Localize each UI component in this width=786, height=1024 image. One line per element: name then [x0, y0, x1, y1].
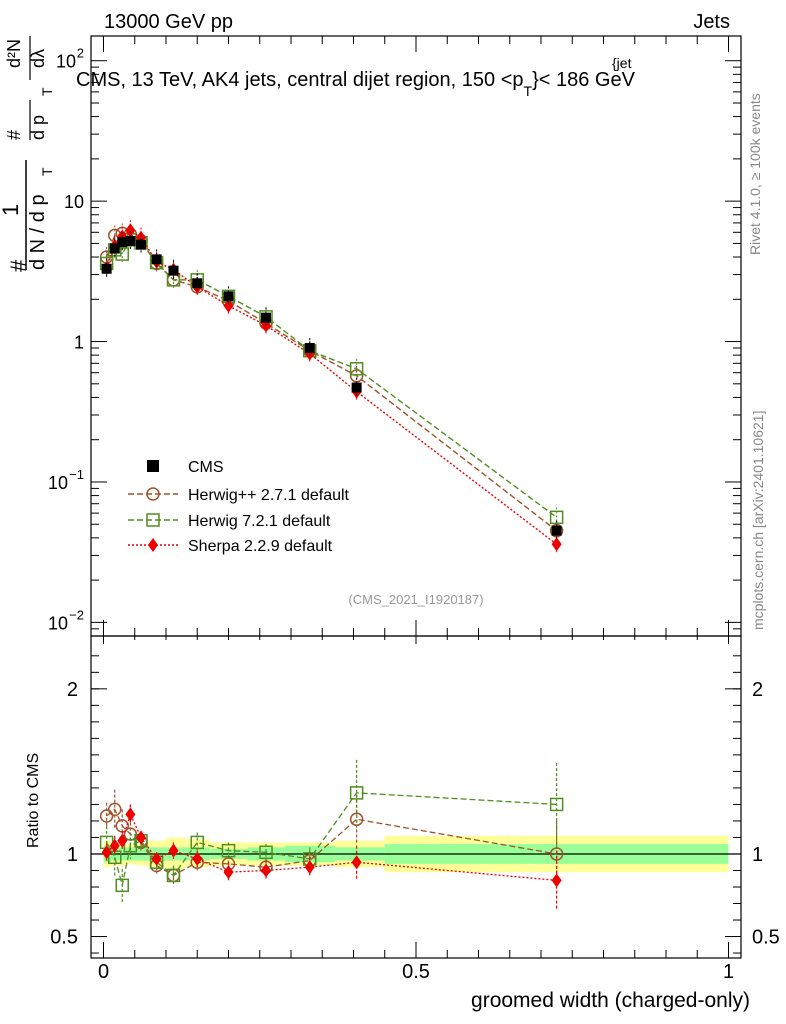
svg-text:CMS, 13 TeV, AK4 jets, central: CMS, 13 TeV, AK4 jets, central dijet reg… [76, 69, 636, 99]
ratio-y-tick-label: 0.5 [50, 927, 78, 949]
y-tick-exponent: −2 [69, 607, 84, 622]
ratio-series [99, 759, 564, 911]
y-tick-exponent: 2 [77, 46, 84, 61]
data-point-cms [117, 237, 128, 248]
data-point-cms [101, 263, 112, 274]
data-point-herwig7 [123, 838, 138, 853]
ylabel-one: 1 [0, 204, 23, 216]
ratio-y-tick-label-right: 0.5 [752, 927, 780, 949]
data-point-sherpa [168, 843, 179, 858]
data-point-herwig7 [190, 835, 204, 850]
y-tick-label: 10 [48, 473, 68, 493]
watermark: (CMS_2021_I1920187) [348, 592, 483, 607]
title-prefix: CMS, 13 TeV, AK4 jets, central dijet reg… [76, 69, 524, 91]
data-point-herwig7 [549, 510, 564, 525]
x-axis-label: groomed width (charged-only) [471, 989, 750, 1012]
header-right: Jets [693, 11, 730, 33]
ratio-ylabel: Ratio to CMS [25, 753, 42, 848]
data-point-cms [125, 236, 136, 247]
data-point-cms [261, 312, 271, 323]
title-sub: T [524, 83, 533, 99]
x-tick-label: 0.5 [402, 961, 430, 983]
ylabel-hash1: # [6, 259, 31, 272]
plot-title: CMS, 13 TeV, AK4 jets, central dijet reg… [76, 55, 636, 99]
data-point-sherpa [101, 845, 112, 860]
data-point-cms [192, 278, 203, 289]
data-point-herwig7 [259, 845, 273, 860]
data-point-sherpa [551, 873, 562, 888]
data-point-sherpa [304, 860, 315, 875]
data-point-sherpa [125, 807, 136, 822]
data-point-herwig7 [146, 513, 160, 527]
rivet-label: Rivet 4.1.0, ≥ 100k events [747, 93, 763, 255]
y-tick-exponent: −1 [69, 467, 84, 482]
ratio-y-tick-label: 1 [67, 844, 78, 866]
legend-label: Herwig 7.2.1 default [188, 513, 331, 530]
ylabel-hash2: # [4, 130, 24, 140]
data-point-herwig7 [166, 868, 181, 883]
data-point-sherpa [223, 865, 234, 880]
data-point-cms [147, 460, 159, 472]
data-point-herwig7 [115, 878, 129, 893]
data-point-cms [551, 525, 562, 536]
data-point-herwig7 [115, 247, 129, 261]
data-point-sherpa [551, 537, 562, 552]
data-point-cms [109, 243, 120, 254]
data-point-sherpa [125, 223, 136, 238]
legend-label: Herwig++ 2.7.1 default [188, 487, 350, 504]
legend-label: Sherpa 2.2.9 default [188, 538, 333, 555]
data-point-herwigpp [549, 847, 564, 861]
y-axis-label: # 1 d N / d p T # d p T d²N dλ [0, 36, 55, 272]
data-point-sherpa [351, 855, 362, 870]
data-point-cms [351, 382, 362, 393]
y-tick-label: 10 [48, 613, 68, 633]
data-point-sherpa [109, 838, 120, 853]
data-point-herwigpp [99, 809, 114, 823]
data-point-sherpa [148, 538, 158, 552]
data-point-herwigpp [146, 487, 160, 501]
x-tick-label: 1 [723, 961, 734, 983]
ylabel-sub2: T [39, 87, 55, 96]
data-point-sherpa [261, 863, 271, 878]
ylabel-dN: d N / d p [27, 194, 49, 270]
ratio-y-tick-label-right: 2 [752, 679, 763, 701]
ylabel-d2N: d²N [4, 39, 24, 68]
data-point-herwig7 [349, 362, 364, 376]
data-point-cms [223, 291, 234, 302]
series-line-square [106, 239, 558, 518]
ratio-frame [90, 635, 742, 959]
data-point-cms [151, 254, 162, 265]
ylabel-dp: d p [28, 115, 48, 140]
data-point-sherpa [223, 298, 234, 313]
x-tick-label: 0 [98, 961, 109, 983]
mcplots-label: mcplots.cern.ch [arXiv:2401.10621] [750, 411, 766, 630]
ratio-y-tick-label: 2 [67, 679, 78, 701]
title-sup: {jet [612, 55, 632, 71]
y-tick-label: 1 [74, 333, 84, 353]
title-suffix: }< 186 GeV [532, 69, 636, 91]
data-point-cms [168, 265, 179, 276]
ratio-y-tick-label-right: 1 [752, 844, 763, 866]
ratio-axis-ticks: 0.5 0.5 1 1 2 2 0 0.5 1 [50, 655, 780, 983]
data-point-herwigpp [108, 802, 122, 817]
data-point-sherpa [117, 833, 128, 848]
y-tick-label: 10 [56, 52, 76, 72]
header-left: 13000 GeV pp [104, 11, 233, 33]
main-series [99, 220, 564, 555]
ylabel-sub: T [39, 167, 55, 176]
data-point-sherpa [136, 830, 146, 845]
ylabel-dlambda: dλ [28, 49, 48, 68]
data-point-sherpa [151, 851, 162, 866]
data-point-herwig7 [549, 797, 564, 812]
data-point-cms [304, 342, 315, 353]
legend-label: CMS [188, 459, 224, 476]
data-point-cms [136, 239, 146, 250]
y-tick-label: 10 [64, 192, 84, 212]
data-point-sherpa [192, 851, 203, 866]
data-point-herwig7 [349, 786, 364, 800]
data-point-herwig7 [221, 843, 236, 858]
legend: CMS Herwig++ 2.7.1 default Herwig 7.2.1 de… [128, 459, 350, 555]
